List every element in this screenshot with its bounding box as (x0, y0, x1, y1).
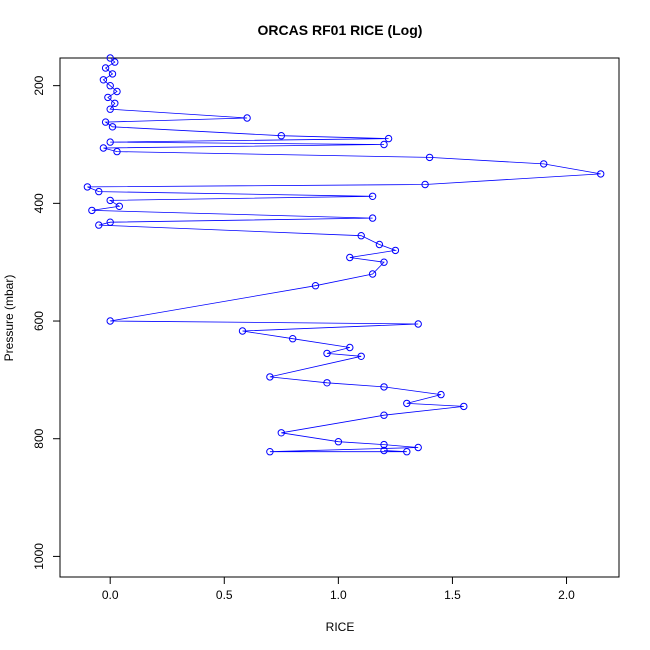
data-point (346, 253, 354, 262)
data-point (104, 93, 112, 102)
data-point (88, 206, 96, 215)
data-point (106, 218, 114, 226)
data-point (99, 144, 108, 152)
data-point (357, 352, 365, 360)
data-point (597, 170, 605, 178)
data-point (115, 202, 124, 211)
data-point (106, 82, 114, 90)
data-point (266, 448, 274, 456)
data-point (323, 379, 331, 387)
data-point (357, 232, 365, 240)
data-point (375, 240, 384, 249)
data-point (421, 180, 429, 189)
data-point (111, 58, 119, 66)
x-tick-label: 0.0 (102, 588, 119, 602)
data-series (83, 54, 605, 456)
data-point (113, 87, 121, 96)
x-tick-label: 1.0 (330, 588, 347, 602)
data-point (108, 123, 117, 131)
data-point (414, 320, 422, 328)
data-point (437, 390, 445, 399)
data-point (238, 327, 247, 335)
data-point (380, 140, 388, 149)
data-point (368, 214, 377, 222)
data-point (95, 221, 103, 229)
y-axis-label: Pressure (mbar) (2, 275, 16, 362)
data-point (113, 147, 121, 156)
data-point (311, 282, 320, 290)
data-point (106, 54, 114, 62)
data-point (380, 383, 388, 391)
x-tick-label: 1.5 (444, 588, 461, 602)
axes: 0.0 0.5 1.0 1.5 2.0 200 400 600 800 1000 (32, 57, 620, 602)
data-point (403, 399, 411, 408)
data-point (243, 114, 251, 122)
data-point (414, 443, 422, 452)
chart-title: ORCAS RF01 RICE (Log) (258, 22, 423, 38)
y-tick-label: 200 (32, 75, 46, 95)
data-point (346, 343, 354, 352)
x-axis-label: RICE (326, 620, 355, 634)
data-point (108, 70, 117, 78)
data-point (111, 99, 119, 108)
data-point (289, 335, 297, 343)
x-tick-label: 0.5 (216, 588, 233, 602)
data-point (380, 411, 388, 419)
data-point (106, 196, 114, 205)
data-point (99, 76, 108, 84)
data-point (384, 134, 393, 143)
data-point (277, 429, 285, 437)
y-tick-label: 400 (32, 193, 46, 213)
data-point (101, 64, 110, 72)
data-point (106, 138, 114, 146)
y-tick-label: 600 (32, 311, 46, 331)
data-point (460, 402, 468, 411)
data-point (368, 192, 377, 201)
data-point (106, 317, 114, 325)
plot-frame (59, 57, 620, 578)
x-tick-label: 2.0 (558, 588, 575, 602)
data-point (101, 118, 110, 126)
y-tick-label: 1000 (32, 543, 46, 570)
data-point (106, 105, 114, 113)
data-point (391, 246, 400, 255)
y-tick-label: 800 (32, 428, 46, 448)
data-point (540, 160, 548, 168)
data-point (95, 187, 103, 196)
data-point (380, 446, 388, 455)
data-point (277, 132, 285, 140)
data-point (334, 438, 343, 446)
data-point (368, 270, 377, 278)
data-point (266, 373, 274, 381)
data-point (323, 349, 331, 358)
data-point (380, 258, 388, 266)
data-point (425, 153, 434, 162)
series-line (87, 57, 601, 453)
data-point (83, 183, 92, 191)
data-point (403, 448, 411, 456)
